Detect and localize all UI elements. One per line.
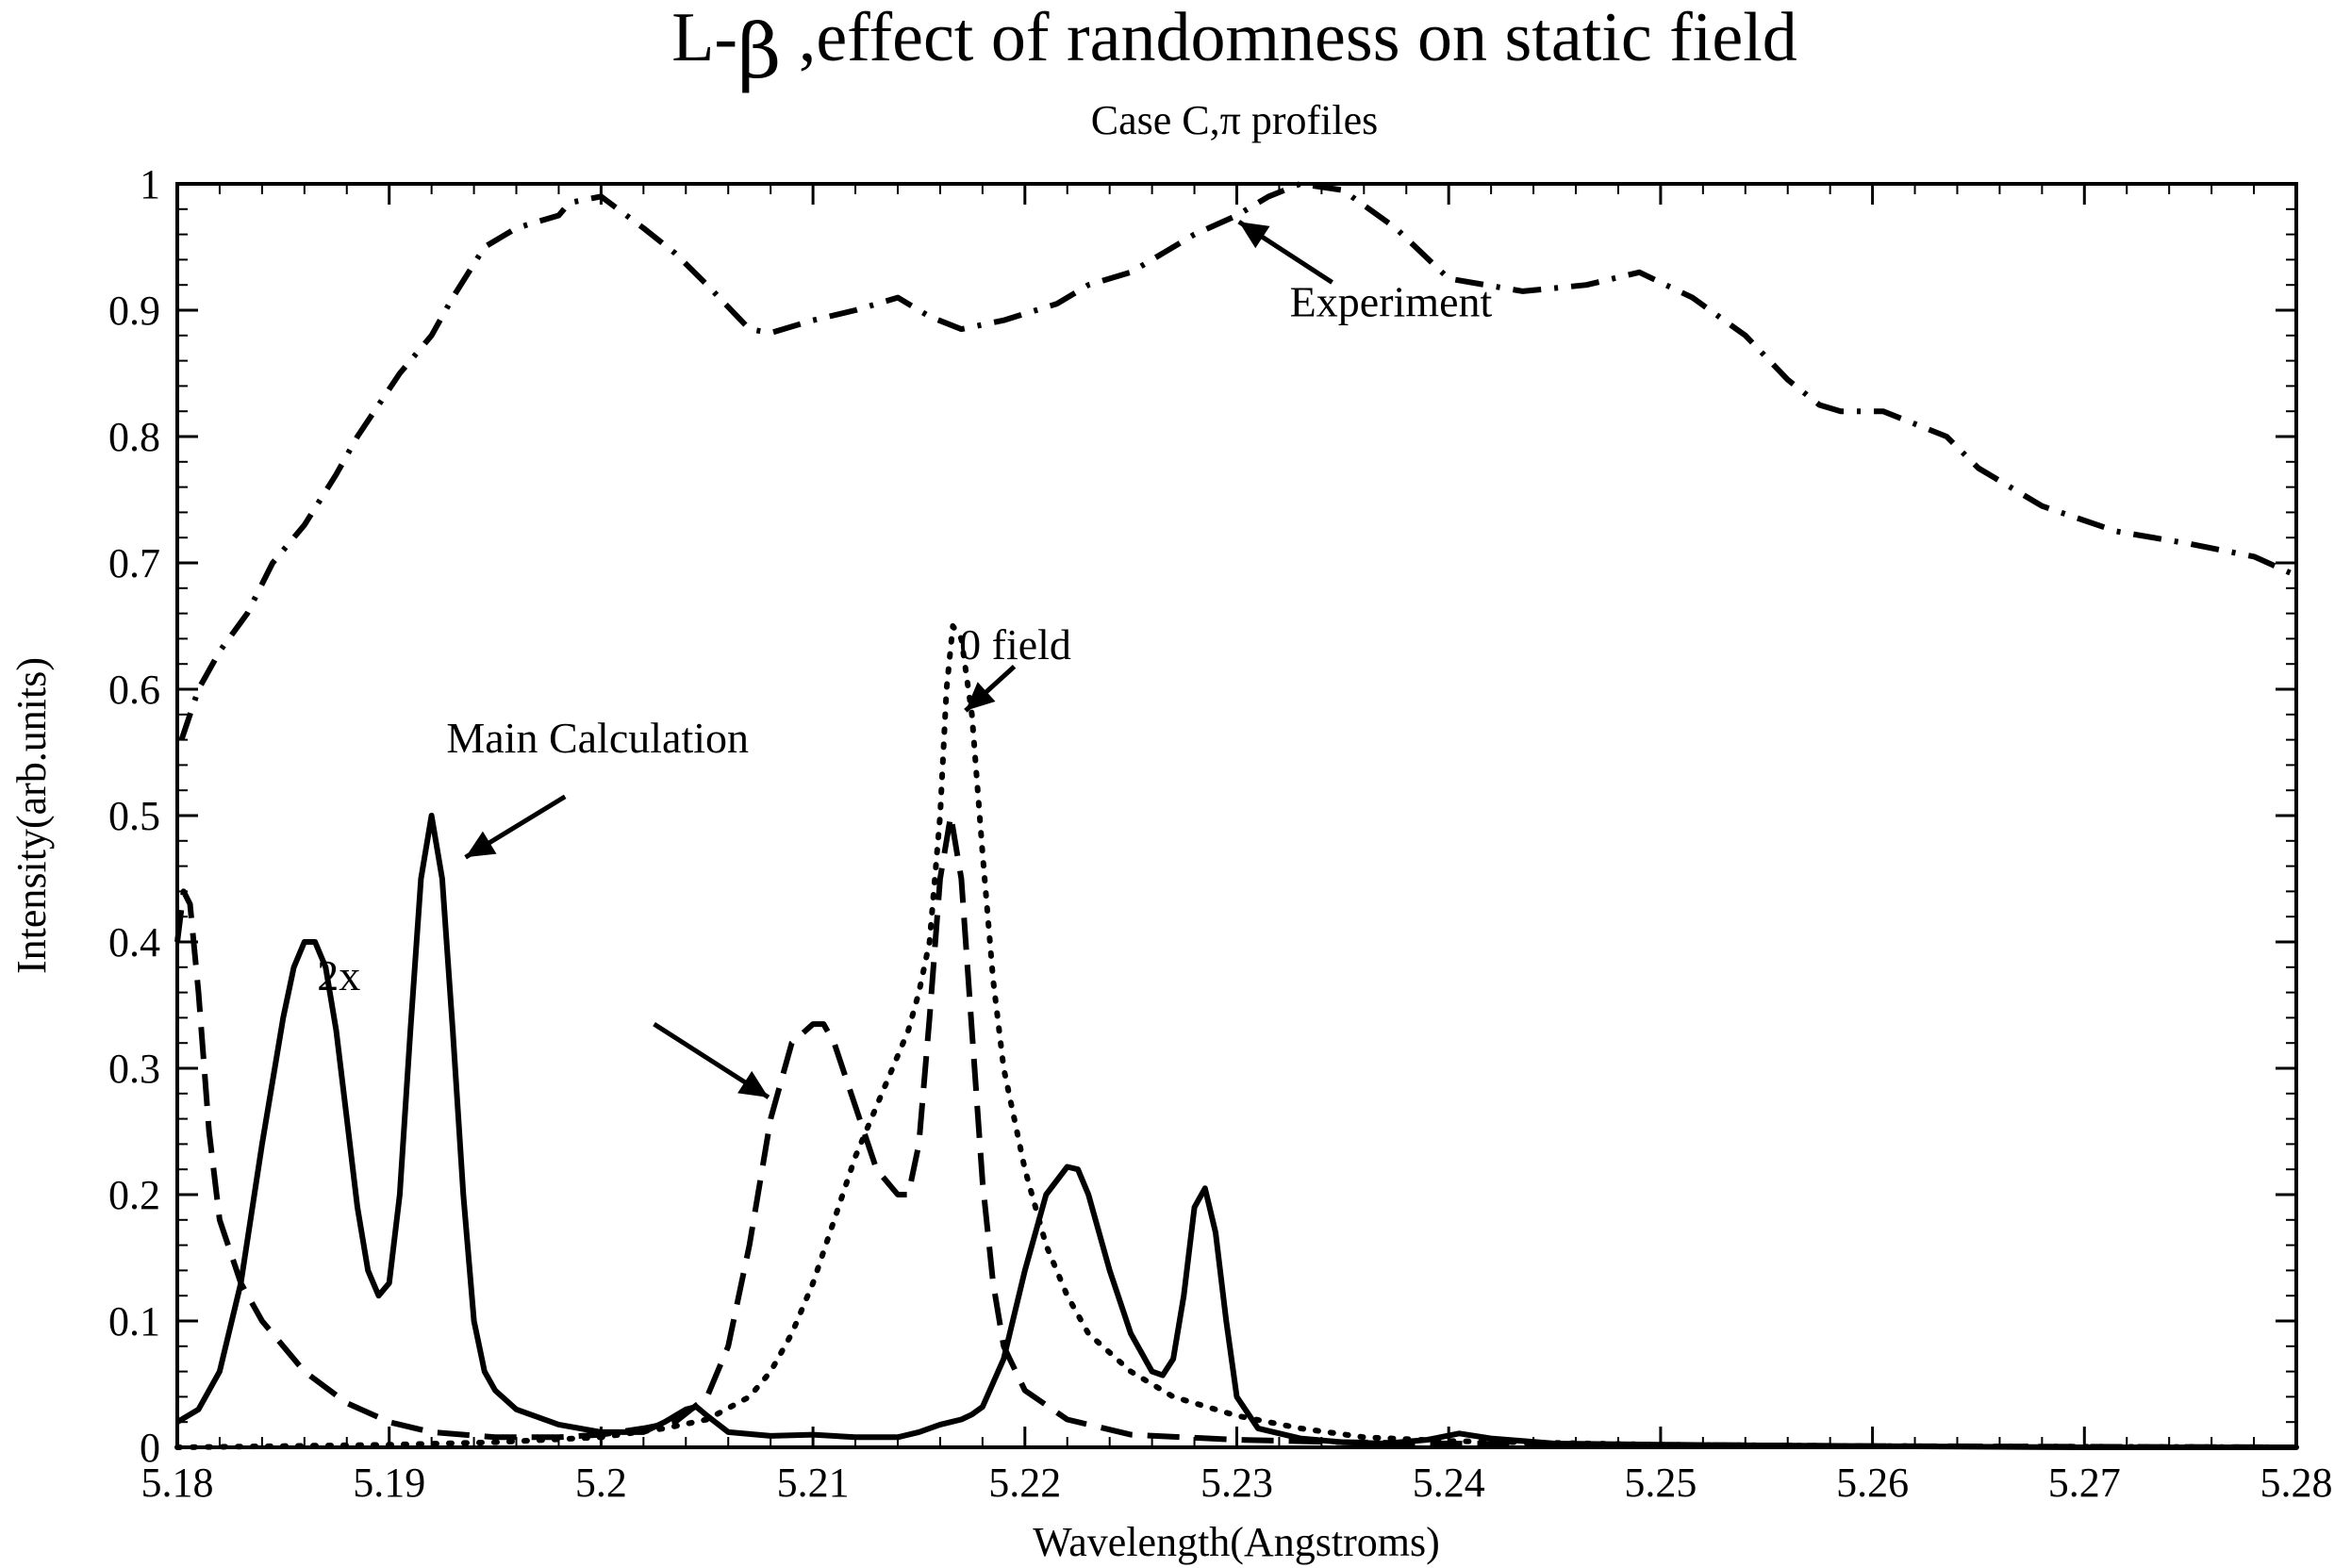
x-tick-label: 5.19 [353,1460,425,1506]
y-tick-label: 0.2 [108,1172,160,1218]
series-line-experiment [178,181,2298,741]
chart-subtitle: Case C,π profiles [1091,97,1379,143]
chart-title: L-β ,effect of randomness on static fiel… [671,0,1797,95]
annotation-arrowhead-zero-field [965,682,996,711]
plot-area [174,181,2299,1450]
annotation-main-calculation: Main Calculation [446,714,749,762]
y-tick-label: 0.9 [108,288,160,334]
y-tick-label: 1 [140,161,160,207]
y-tick-label: 0.7 [108,540,160,586]
x-tick-label: 5.21 [777,1460,850,1506]
chart-title-suffix: ,effect of randomness on static field [781,0,1796,76]
plot-frame [175,182,2298,1449]
y-tick-label: 0.5 [108,793,160,839]
y-tick-label: 0.8 [108,414,160,460]
series-line-two-x [174,813,2297,1450]
x-tick-label: 5.2 [575,1460,627,1506]
x-tick-label: 5.28 [2260,1460,2333,1506]
y-tick-label: 0.3 [108,1046,160,1092]
x-axis-label: Wavelength(Angstroms) [1033,1519,1439,1565]
y-tick-label: 0 [140,1425,160,1471]
annotation-two-x: 2x [317,951,360,999]
y-axis-label: Intensity(arb.units) [8,657,55,974]
annotations: Experiment 0 field Main Calculation 2x [317,220,1493,1099]
x-tick-label: 5.22 [988,1460,1061,1506]
x-tick-label: 5.24 [1413,1460,1485,1506]
annotation-arrowhead-main-calculation [465,831,497,858]
series-line-zero-field [174,623,2299,1450]
y-tick-label: 0.4 [108,919,160,966]
x-tick-label: 5.27 [2048,1460,2121,1506]
annotation-arrowhead-experiment [1238,222,1270,249]
x-tick-label: 5.23 [1200,1460,1273,1506]
x-tick-label: 5.25 [1624,1460,1697,1506]
y-tick-label: 0.6 [108,667,160,713]
series-line-main-calculation [175,813,2296,1450]
annotation-arrowhead-two-x [737,1070,769,1098]
chart-title-prefix: L- [671,0,737,76]
x-tick-label: 5.26 [1836,1460,1909,1506]
annotation-zero-field: 0 field [959,620,1071,668]
annotation-experiment: Experiment [1290,278,1493,326]
x-tick-label: 5.18 [141,1460,214,1506]
y-tick-label: 0.1 [108,1298,160,1345]
chart-title-symbol: β [737,8,781,95]
